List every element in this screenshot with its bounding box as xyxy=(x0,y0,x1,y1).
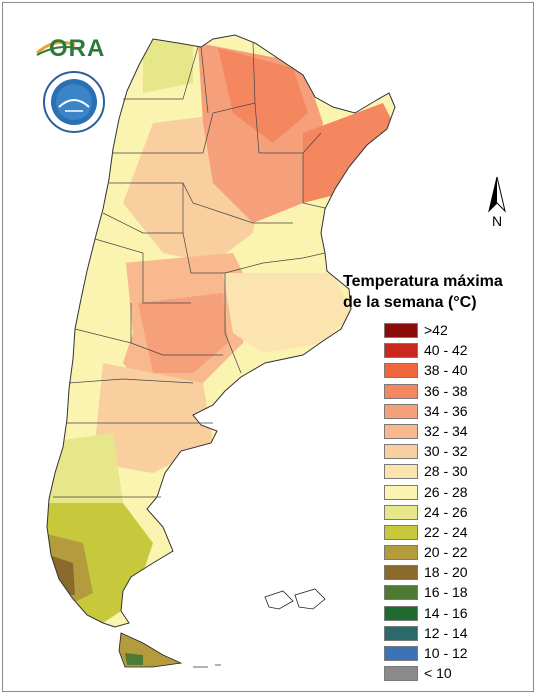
legend-swatch xyxy=(384,605,418,621)
legend-swatch xyxy=(384,444,418,460)
legend-swatch xyxy=(384,666,418,682)
legend-swatch xyxy=(384,484,418,500)
ora-logo: ORA xyxy=(35,33,107,63)
argentina-temperature-map xyxy=(46,34,396,668)
north-arrow: N xyxy=(483,175,511,231)
country-outline xyxy=(46,34,396,628)
legend-label: 34 - 36 xyxy=(424,402,468,419)
smn-seal-graphic xyxy=(43,71,105,133)
legend-swatch xyxy=(384,383,418,399)
legend-swatch xyxy=(384,403,418,419)
legend-label: 30 - 32 xyxy=(424,443,468,460)
legend-title-line1: Temperatura máxima xyxy=(343,273,503,290)
legend-label: 12 - 14 xyxy=(424,624,468,641)
legend-swatch xyxy=(384,363,418,379)
legend-swatch xyxy=(384,565,418,581)
tierra-del-fuego xyxy=(118,632,183,668)
legend-swatch xyxy=(384,646,418,661)
ora-logo-graphic xyxy=(36,40,80,56)
legend-label: 14 - 16 xyxy=(424,604,468,621)
ora-logo-text: ORA xyxy=(49,35,106,62)
legend-label: 26 - 28 xyxy=(424,483,468,500)
legend-label: 20 - 22 xyxy=(424,544,468,561)
southern-islands xyxy=(193,664,221,668)
legend-label: 18 - 20 xyxy=(424,564,468,581)
legend-label: 28 - 30 xyxy=(424,463,468,480)
legend-swatch xyxy=(384,545,418,561)
legend-label: < 10 xyxy=(424,665,452,682)
province-borders xyxy=(53,42,326,498)
legend-swatch xyxy=(384,585,418,601)
north-label: N xyxy=(492,213,503,229)
legend-title: Temperatura máxima de la semana (°C) xyxy=(343,271,533,313)
legend-label: 38 - 40 xyxy=(424,362,468,379)
legend-label: 24 - 26 xyxy=(424,503,468,520)
legend-label: 32 - 34 xyxy=(424,422,468,439)
malvinas-islands xyxy=(264,588,326,610)
legend-label: 40 - 42 xyxy=(424,342,468,359)
legend-label: 36 - 38 xyxy=(424,382,468,399)
legend-label: 16 - 18 xyxy=(424,584,468,601)
north-arrow-icon xyxy=(488,176,506,213)
legend-swatch xyxy=(384,343,418,359)
legend-label: >42 xyxy=(424,322,448,338)
map-frame: ORA N Temperatura máxima de la semana (°… xyxy=(2,2,534,692)
legend-swatch xyxy=(384,504,418,520)
legend-label: 22 - 24 xyxy=(424,523,468,540)
smn-seal xyxy=(43,71,105,133)
legend-swatch xyxy=(384,625,418,641)
legend-swatch xyxy=(384,464,418,480)
legend-title-line2: de la semana (°C) xyxy=(343,294,477,311)
legend-label: 10 - 12 xyxy=(424,645,468,661)
legend-swatch xyxy=(384,524,418,540)
legend-swatch xyxy=(384,423,418,439)
legend-swatch xyxy=(384,323,418,338)
